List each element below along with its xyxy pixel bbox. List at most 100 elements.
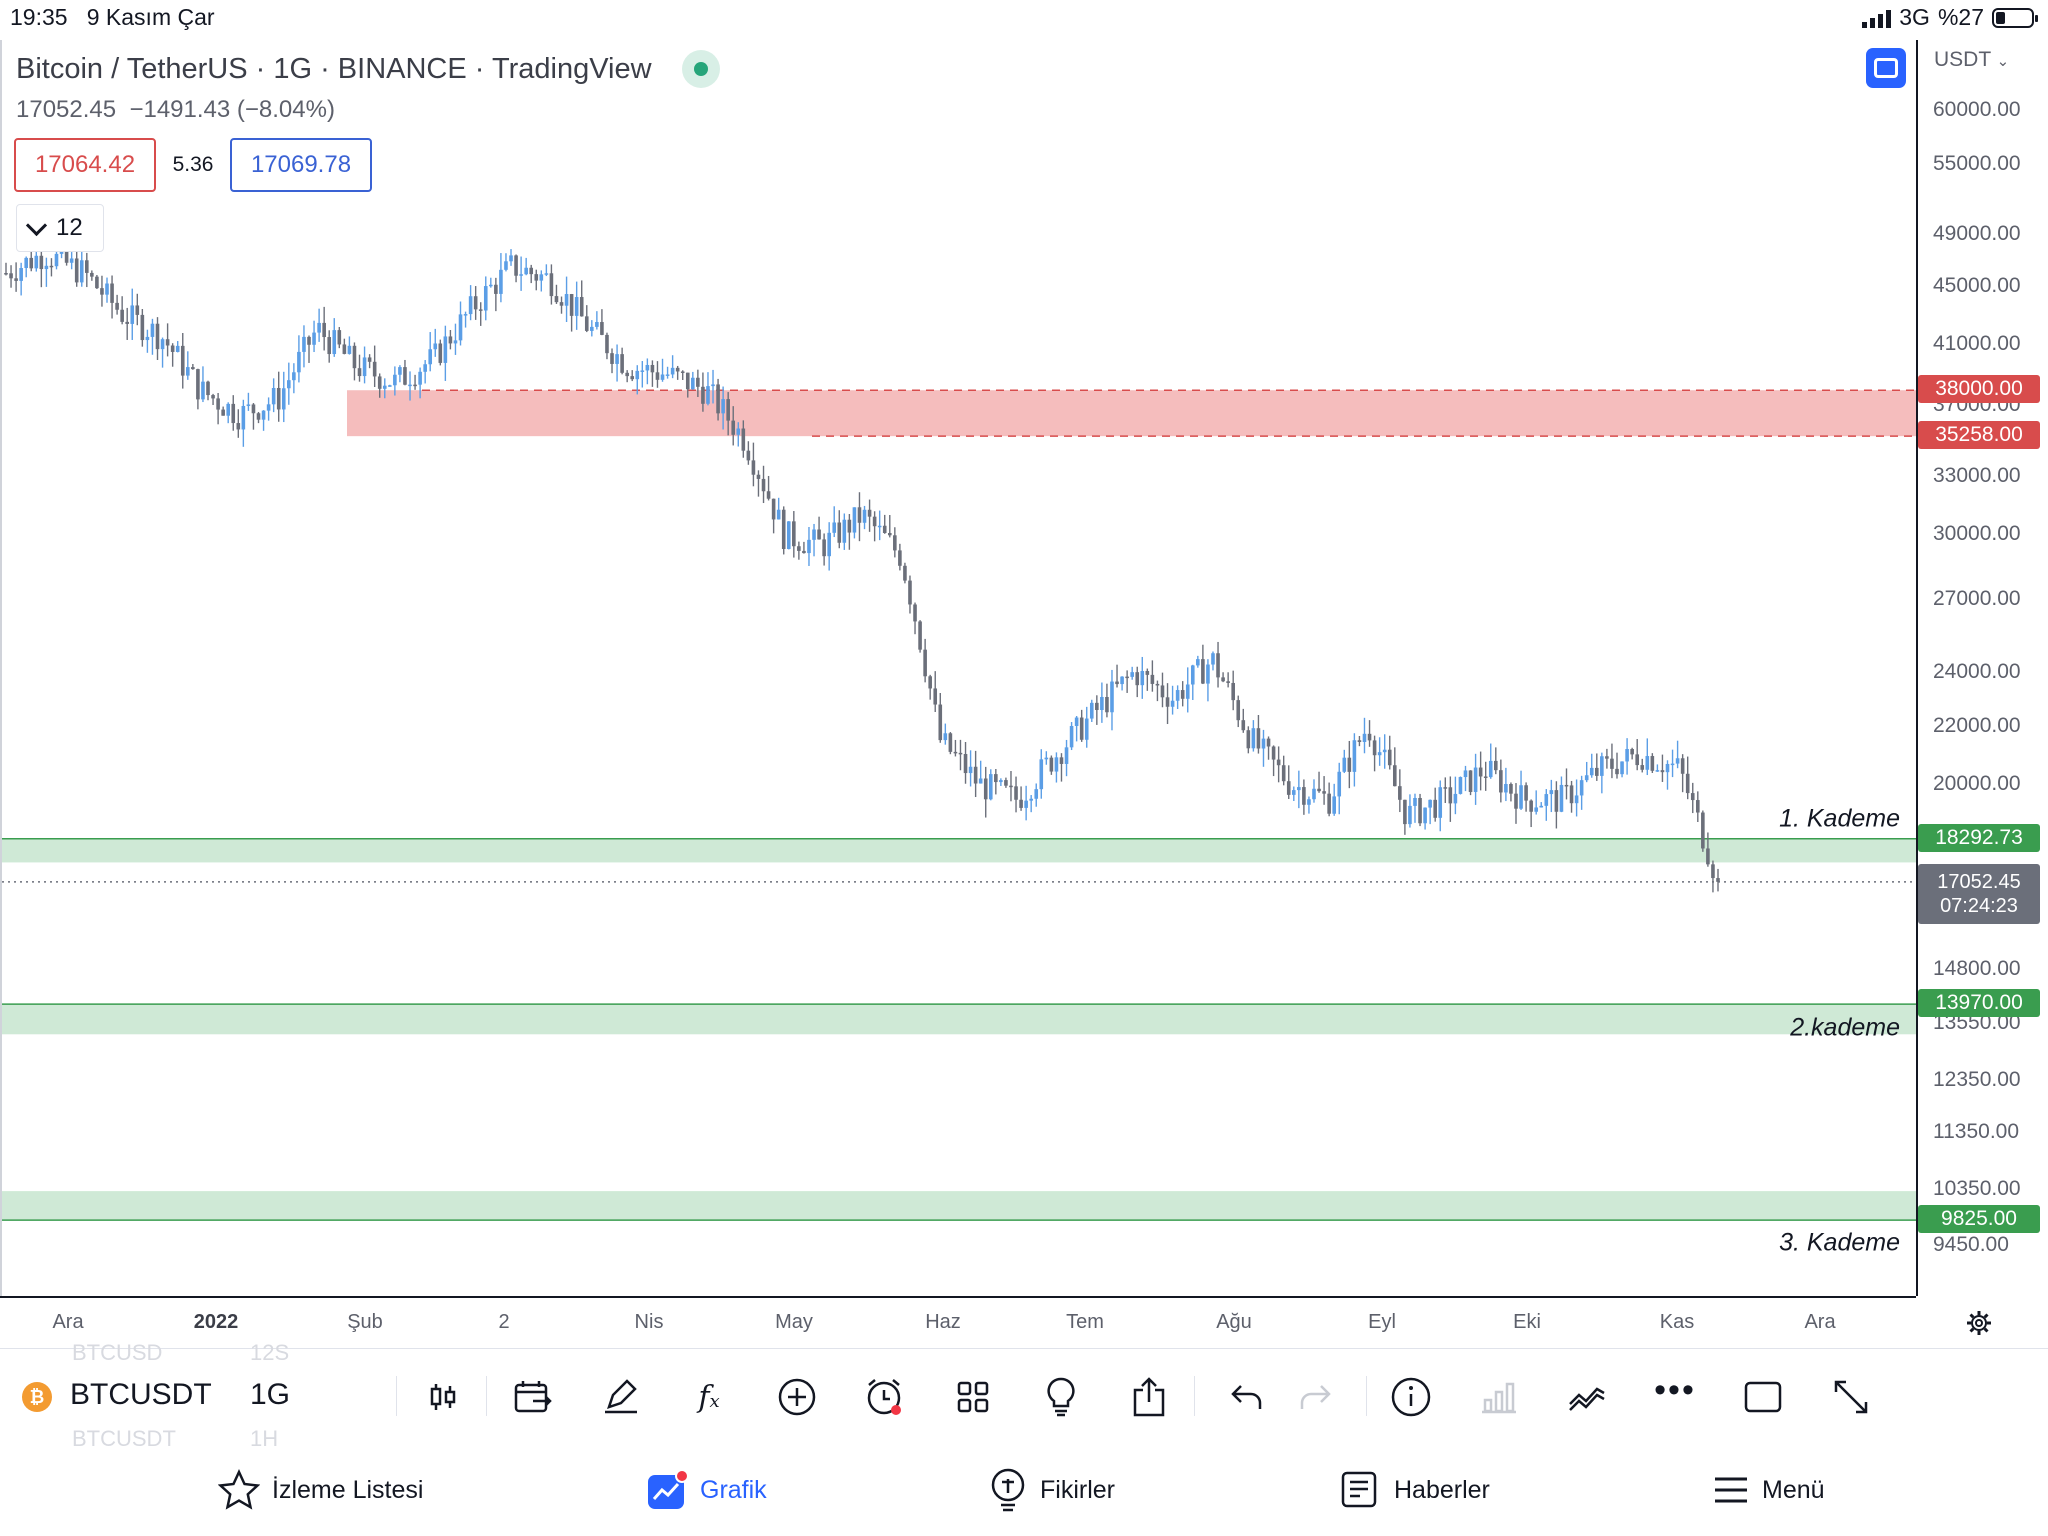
candle-body [691,377,695,390]
undo-button[interactable] [1222,1372,1272,1422]
candle-body [514,255,518,276]
nav-ideas[interactable]: Fikirler [988,1462,1115,1518]
candle-body [453,340,458,344]
nav-chart[interactable]: Grafik [646,1462,767,1518]
candle-body [322,322,326,338]
candle-body [1216,653,1220,678]
redo-button[interactable] [1290,1372,1340,1422]
candle-body [1170,700,1175,707]
candle-body [1024,800,1028,808]
candle-body [1711,864,1715,879]
ideas-button[interactable] [1036,1372,1086,1422]
candle-body [786,521,791,550]
candle-body [756,474,761,479]
candle-body [908,580,912,605]
candle-body [1261,738,1266,749]
financials-button[interactable] [1474,1372,1524,1422]
candle-body [352,345,357,369]
level3-price-label: 9825.00 [1918,1205,2040,1233]
candle-body [827,532,831,557]
indicators-toggle-button[interactable]: 12 [16,204,104,252]
time-tick: Ara [52,1311,84,1333]
price-tick: 10350.00 [1933,1177,2021,1200]
candle-body [64,246,69,263]
currency-selector[interactable]: USDT ⌄ [1934,48,2010,71]
level1-price-label: 18292.73 [1918,824,2040,852]
candle-body [918,621,922,650]
more-button[interactable]: ••• [1650,1371,1700,1422]
candle-body [443,336,448,363]
info-icon [1391,1377,1431,1417]
candle-body [1190,665,1195,685]
replay-button[interactable] [508,1372,558,1422]
candle-body [1276,759,1281,766]
candle-body [1569,785,1574,804]
chart-type-button[interactable] [418,1372,468,1422]
redo-icon [1300,1385,1331,1409]
alarm-clock-icon [867,1379,901,1415]
candle-body [776,509,781,520]
candle-body [44,265,49,270]
candle-body [605,334,609,354]
candle-body [615,354,619,364]
add-button[interactable] [772,1372,822,1422]
candle-body [1044,757,1049,760]
candle-body [1362,733,1367,742]
candle-body [539,274,544,281]
candle-body [1680,758,1685,774]
candle-body [645,364,650,371]
candle-body [812,529,816,540]
gear-icon[interactable] [1966,1310,1992,1336]
candle-body [231,403,236,424]
candle-body [463,314,468,316]
candle-body [893,535,897,551]
window-button[interactable] [1738,1372,1788,1422]
candle-body [1246,730,1251,749]
share-button[interactable] [1124,1372,1174,1422]
interval-selector[interactable]: 1G [250,1378,291,1411]
candle-body [478,309,483,311]
nav-news[interactable]: Haberler [1340,1462,1490,1518]
compare-button[interactable] [1562,1372,1612,1422]
candle-body [1665,763,1670,773]
time-tick: 2022 [193,1311,239,1333]
nav-watchlist[interactable]: İzleme Listesi [218,1462,423,1518]
candle-body [388,385,392,387]
layout-button[interactable] [948,1372,998,1422]
star-icon [218,1469,260,1510]
candle-body [1165,697,1170,707]
candle-body [660,374,665,380]
fullscreen-toggle-button[interactable] [1866,48,1906,88]
candle-body [317,322,321,333]
candle-body [1534,807,1538,812]
candle-body [292,372,296,381]
symbol-selector[interactable]: BTCUSDT [70,1378,212,1411]
price-axis[interactable] [1916,40,2048,1296]
sell-button[interactable]: 17064.42 [14,138,156,192]
candle-body [1130,672,1134,677]
nav-menu[interactable]: Menü [1712,1462,1825,1518]
candle-body [903,565,907,581]
drawing-tools-button[interactable] [596,1372,646,1422]
candle-body [95,276,99,289]
candle-body [1332,796,1336,814]
price-tick: 22000.00 [1933,714,2021,737]
time-tick: Tem [1066,1311,1104,1333]
time-axis[interactable] [0,1296,1916,1348]
candle-body [983,778,988,800]
expand-button[interactable] [1826,1372,1876,1422]
buy-button[interactable]: 17069.78 [230,138,372,192]
candlestick-chart[interactable] [2,40,1916,1296]
candle-body [236,423,241,430]
chart-canvas[interactable] [0,40,1916,1296]
info-button[interactable] [1386,1372,1436,1422]
price-tick: 12350.00 [1933,1068,2021,1091]
candle-body [1095,702,1099,710]
candle-body [1413,797,1417,806]
chart-title: Bitcoin / TetherUS · 1G · BINANCE · Trad… [16,52,652,85]
signal-icon [1862,8,1892,28]
candle-body [1110,681,1114,713]
candle-body [817,529,821,540]
indicators-button[interactable]: fx [684,1372,734,1422]
alerts-button[interactable] [860,1372,910,1422]
